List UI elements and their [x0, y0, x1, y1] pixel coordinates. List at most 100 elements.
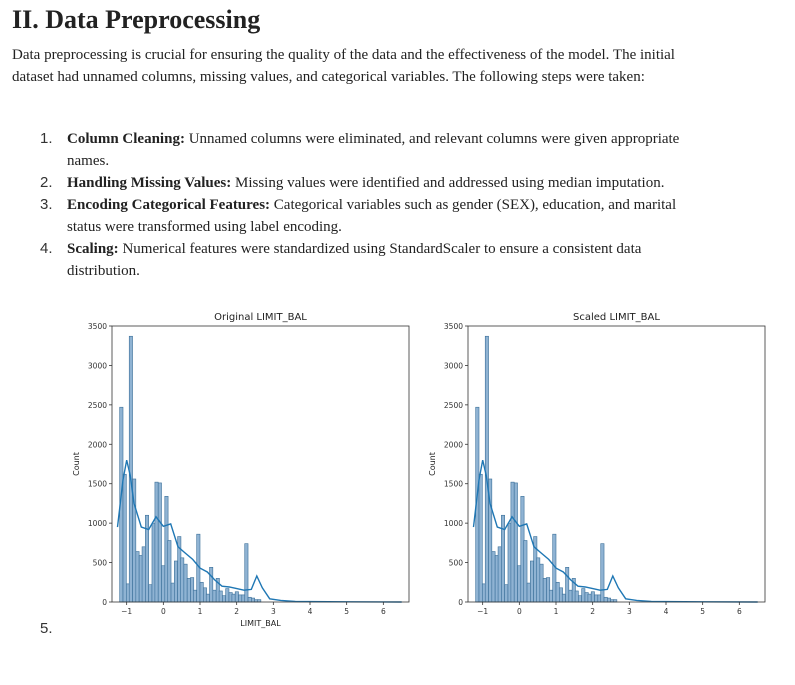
step-text: Numerical features were standardized usi… — [67, 241, 642, 279]
y-tick-label: 2000 — [444, 440, 463, 449]
y-tick-label: 1500 — [88, 480, 107, 489]
step-text: Categorical variables such as gender (SE… — [67, 197, 677, 235]
axes-frame — [467, 325, 766, 603]
step-title: Encoding Categorical Features: — [67, 197, 271, 213]
x-tick-label: 5 — [344, 607, 349, 616]
histogram-bar — [536, 557, 541, 603]
histogram-bar — [513, 482, 518, 603]
histogram-bar — [180, 557, 185, 603]
list-number: 3. — [40, 196, 53, 213]
histogram-bar — [555, 581, 560, 603]
kde-line — [116, 459, 402, 603]
histogram-bar — [542, 578, 547, 603]
x-tick-label: 6 — [737, 607, 742, 616]
histogram-bar — [497, 546, 502, 603]
histogram-bar — [170, 582, 175, 603]
step-title: Handling Missing Values: — [67, 175, 232, 191]
histogram-bar — [539, 563, 544, 603]
histogram-bar — [234, 591, 239, 603]
x-tick-label: 4 — [308, 607, 313, 616]
x-tick-label: 3 — [271, 607, 276, 616]
x-tick-label: 1 — [554, 607, 559, 616]
histogram-bar — [578, 595, 582, 603]
histogram-bar — [122, 473, 127, 603]
histogram-bar — [478, 473, 483, 603]
y-axis-label: Count — [428, 452, 437, 476]
x-tick-label: −1 — [477, 607, 488, 616]
x-axis-label: LIMIT_BAL — [240, 619, 281, 628]
x-tick-label: 6 — [381, 607, 386, 616]
histogram-bar — [209, 567, 214, 603]
steps-list: 1. Column Cleaning: Unnamed columns were … — [12, 128, 712, 282]
histogram-bar — [574, 590, 579, 603]
histogram-panel: 0 500 1000 1500 2000 2500 3000 3500 −1 0 1 2 3 4 5 6 Ori… — [72, 312, 410, 628]
y-tick-label: 2500 — [444, 401, 463, 410]
histogram-bar — [590, 591, 595, 603]
histogram-bar — [594, 594, 599, 603]
histogram-bar — [135, 551, 140, 603]
y-axis-label: Count — [72, 452, 81, 476]
axes-frame — [111, 325, 410, 603]
y-tick-label: 500 — [449, 559, 464, 568]
histogram-bar — [183, 563, 188, 603]
histogram-bar — [128, 335, 133, 603]
histogram-bar — [587, 593, 592, 603]
histogram-bar — [484, 335, 489, 603]
y-tick-label: 2000 — [88, 440, 107, 449]
y-tick-label: 3000 — [444, 361, 463, 370]
x-tick-label: 2 — [590, 607, 595, 616]
histogram-bar — [247, 596, 252, 603]
step-text: Unnamed columns were eliminated, and rel… — [67, 131, 680, 169]
histogram-bar — [530, 560, 534, 603]
y-tick-label: 0 — [458, 598, 463, 607]
list-item: 2. Handling Missing Values: Missing value… — [12, 172, 712, 194]
x-tick-label: −1 — [121, 607, 132, 616]
histogram-bar — [251, 597, 255, 603]
x-tick-label: 0 — [161, 607, 166, 616]
histogram-bar — [154, 481, 159, 603]
y-tick-label: 1000 — [444, 519, 463, 528]
list-item: 4. Scaling: Numerical features were stand… — [12, 238, 712, 282]
histogram-bar — [581, 588, 586, 603]
histogram-bar — [212, 589, 217, 603]
histogram-bar — [231, 593, 236, 603]
histogram-bar — [157, 482, 162, 603]
histogram-bar — [504, 584, 509, 603]
y-tick-label: 1500 — [444, 480, 463, 489]
list-item: 3. Encoding Categorical Features: Categor… — [12, 194, 712, 238]
histogram-bar — [141, 546, 146, 603]
histogram-bar — [238, 594, 243, 603]
list-number: 4. — [40, 240, 53, 257]
histogram-bar — [491, 551, 496, 603]
histogram-bar — [517, 565, 522, 603]
kde-line — [472, 459, 758, 603]
step-text: Missing values were identified and addre… — [231, 175, 665, 191]
histogram-bar — [161, 565, 166, 603]
histogram-bar — [199, 581, 204, 603]
x-tick-label: 2 — [234, 607, 239, 616]
histogram-bar — [565, 567, 570, 603]
x-tick-label: 4 — [664, 607, 669, 616]
histogram-bar — [225, 588, 230, 603]
x-tick-label: 3 — [627, 607, 632, 616]
y-tick-label: 500 — [93, 559, 108, 568]
y-tick-label: 3000 — [88, 361, 107, 370]
histogram-bar — [222, 595, 226, 603]
list-number: 1. — [40, 130, 53, 147]
histogram-bar — [167, 540, 172, 603]
y-tick-label: 0 — [102, 598, 107, 607]
intro-paragraph: Data preprocessing is crucial for ensuri… — [12, 47, 675, 85]
histogram-bar — [205, 593, 210, 603]
histogram-bar — [600, 543, 605, 603]
y-tick-label: 3500 — [444, 322, 463, 331]
histogram-bar — [218, 590, 223, 603]
y-tick-label: 2500 — [88, 401, 107, 410]
histogram-bar — [603, 596, 608, 603]
histogram-bar — [186, 578, 191, 603]
histogram-bar — [174, 560, 178, 603]
list-number: 2. — [40, 174, 53, 191]
histogram-bar — [607, 597, 611, 603]
histogram-bar — [244, 543, 249, 603]
histogram-bar — [526, 582, 531, 603]
